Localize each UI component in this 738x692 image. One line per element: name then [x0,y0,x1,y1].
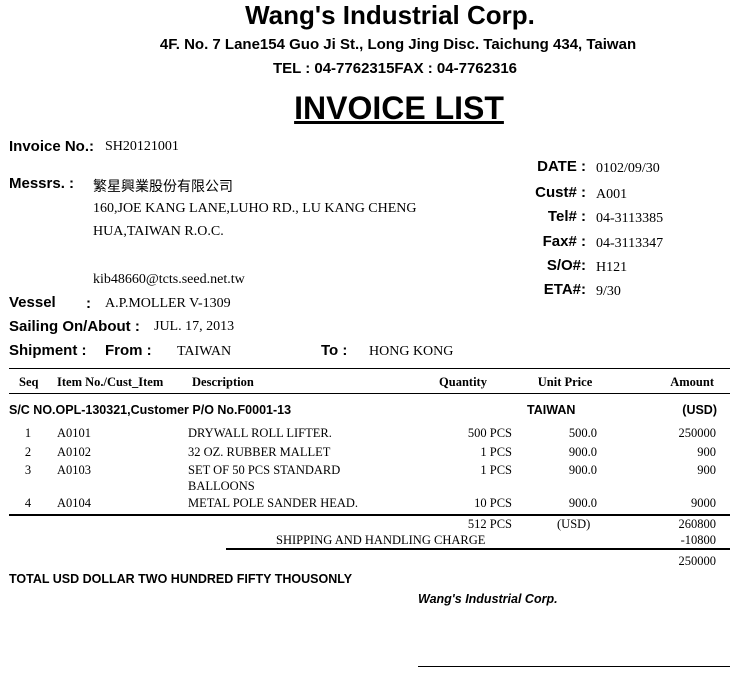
meta-label: S/O#: [546,257,586,274]
invoice-no-label: Invoice No.: [9,138,95,155]
subtotal-currency: (USD) [557,517,591,531]
row-quantity: 1 PCS [480,463,512,477]
row-unit-price: 900.0 [568,463,597,477]
row-description: SET OF 50 PCS STANDARD [188,463,341,477]
group-label: S/C NO.OPL-130321,Customer P/O No.F0001-… [9,403,292,417]
subtotal-amount: 260800 [678,517,717,531]
total-divider [9,514,730,516]
row-seq: 2 [24,445,32,459]
group-origin: TAIWAN [527,403,576,417]
messrs-label: Messrs. : [9,175,75,192]
row-description: DRYWALL ROLL LIFTER. [188,426,332,440]
signature-line [418,666,730,667]
company-name: Wang's Industrial Corp. [245,0,535,30]
divider [9,368,730,369]
header-seq: Seq [19,375,39,389]
row-quantity: 1 PCS [480,445,512,459]
sailing-label: Sailing On/About : [9,318,140,335]
meta-label: Cust# : [535,184,586,201]
grand-total: 250000 [678,554,717,568]
vessel-colon: : [86,295,91,312]
row-seq: 4 [24,496,32,510]
page-title: INVOICE LIST [294,90,504,126]
row-description: 32 OZ. RUBBER MALLET [188,445,331,459]
row-quantity: 500 PCS [467,426,512,440]
header-amount: Amount [670,375,714,389]
vessel-label: Vessel [9,294,56,311]
meta-value: 04-3113347 [596,236,664,251]
meta-label: Fax# : [542,233,586,250]
messrs-name: 繁星興業股份有限公司 [93,180,233,195]
row-quantity: 10 PCS [474,496,512,510]
address-line-2: HUA,TAIWAN R.O.C. [93,224,224,239]
row-seq: 1 [24,426,32,440]
to-port: HONG KONG [369,344,454,359]
header-quantity: Quantity [439,375,487,389]
row-unit-price: 900.0 [568,445,597,459]
header-description: Description [192,375,254,389]
row-seq: 3 [24,463,32,477]
company-tel-fax: TEL : 04-7762315FAX : 04-7762316 [272,60,518,77]
meta-value: 04-3113385 [596,211,664,226]
invoice-no: SH20121001 [105,139,179,154]
from-label: From : [105,342,152,359]
address-line-1: 160,JOE KANG LANE,LUHO RD., LU KANG CHEN… [93,201,417,216]
row-item: A0101 [57,426,92,440]
from-port: TAIWAN [177,344,232,359]
header-unit-price: Unit Price [537,375,593,389]
signature-company: Wang's Industrial Corp. [418,592,558,606]
meta-value: H121 [596,260,628,275]
meta-value: 9/30 [596,284,621,299]
row-unit-price: 900.0 [568,496,597,510]
row-amount: 900 [697,463,716,477]
meta-label: DATE : [537,158,586,175]
row-item: A0103 [57,463,92,477]
vessel: A.P.MOLLER V-1309 [105,296,231,311]
row-unit-price: 500.0 [568,426,597,440]
row-item: A0102 [57,445,92,459]
meta-label: ETA#: [543,281,586,298]
header-divider [9,393,730,394]
shipment-label: Shipment : [9,342,87,359]
grand-total-divider [226,548,730,550]
shipping-amount: -10800 [680,533,716,547]
row-amount: 900 [697,445,716,459]
shipping-label: SHIPPING AND HANDLING CHARGE [276,533,486,547]
company-address: 4F. No. 7 Lane154 Guo Ji St., Long Jing … [159,36,637,53]
row-amount: 9000 [691,496,716,510]
sailing-date: JUL. 17, 2013 [154,319,235,334]
row-item: A0104 [57,496,92,510]
row-description: METAL POLE SANDER HEAD. [188,496,359,510]
row-description-cont: BALLOONS [188,479,255,493]
meta-value: 0102/09/30 [596,161,660,176]
header-item: Item No./Cust_Item [57,375,164,389]
meta-value: A001 [596,187,628,202]
meta-label: Tel# : [547,208,586,225]
email: kib48660@tcts.seed.net.tw [93,272,245,287]
group-currency: (USD) [682,403,717,417]
subtotal-qty: 512 PCS [467,517,512,531]
total-in-words: TOTAL USD DOLLAR TWO HUNDRED FIFTY THOUS… [9,572,353,586]
to-label: To : [321,342,348,359]
row-amount: 250000 [678,426,717,440]
